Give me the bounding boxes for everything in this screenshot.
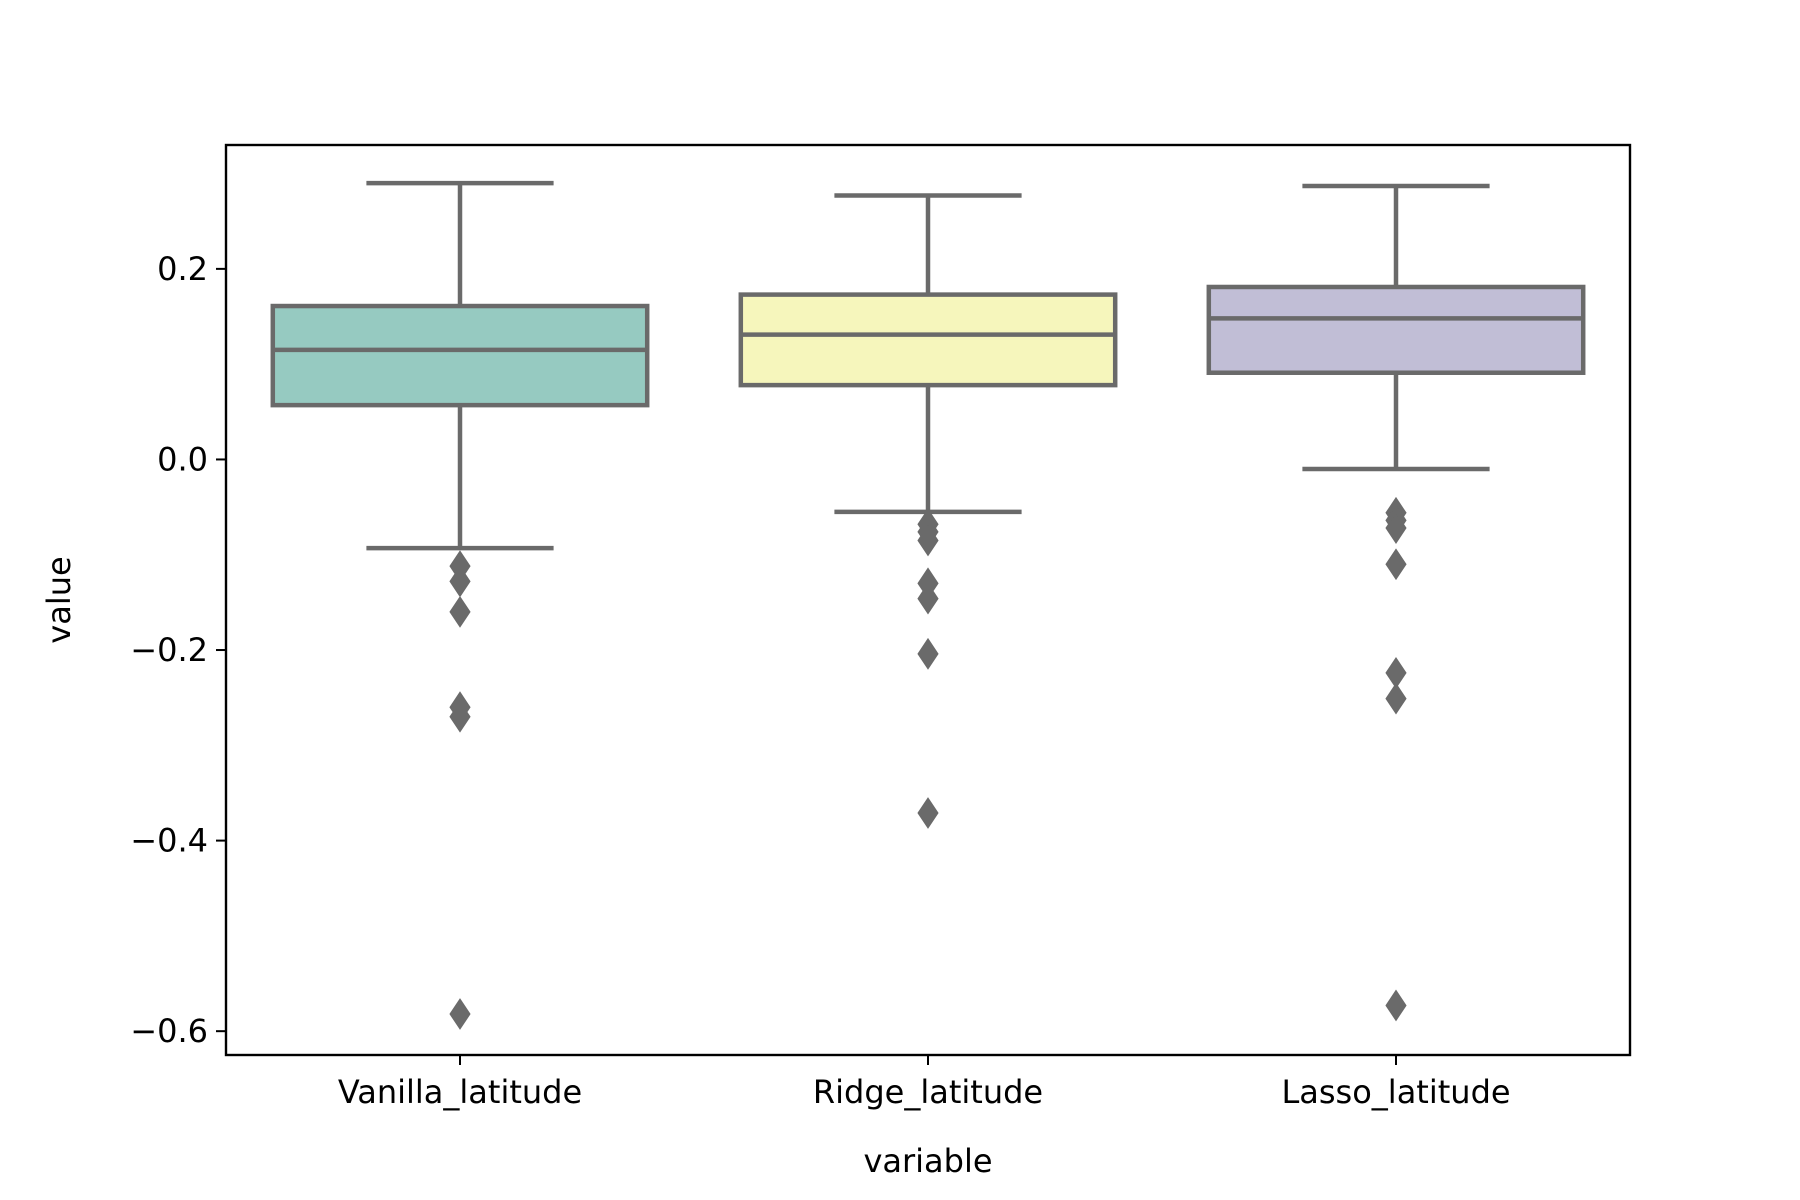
outlier-point: [917, 524, 939, 557]
y-tick-label: 0.2: [157, 250, 208, 288]
outlier-point: [917, 797, 939, 829]
x-tick-label: Vanilla_latitude: [338, 1073, 582, 1111]
box-group: [1206, 183, 1586, 1022]
outlier-point: [1385, 682, 1407, 715]
outlier-point: [449, 998, 471, 1030]
y-axis-label: value: [40, 556, 78, 643]
box-group: [270, 180, 650, 1030]
y-tick-label: −0.2: [130, 631, 208, 669]
y-tick-label: 0.0: [157, 440, 208, 478]
y-axis: −0.6 −0.4 −0.2 0.0 0.2: [130, 250, 226, 1050]
iqr-box: [270, 303, 650, 408]
y-tick-label: −0.4: [130, 822, 208, 860]
outlier-point: [1385, 512, 1407, 544]
box-group: [738, 193, 1118, 829]
x-axis: Vanilla_latitude Ridge_latitude Lasso_lati…: [338, 1055, 1511, 1111]
outlier-point: [1385, 989, 1407, 1022]
plot-content: [270, 180, 1586, 1030]
x-tick-label: Lasso_latitude: [1281, 1073, 1510, 1111]
outlier-point: [449, 700, 471, 733]
x-tick-label: Ridge_latitude: [813, 1073, 1043, 1111]
x-axis-label: variable: [863, 1142, 992, 1180]
y-tick-label: −0.6: [130, 1012, 208, 1050]
outlier-point: [917, 582, 939, 615]
outlier-point: [1385, 548, 1407, 581]
iqr-box: [738, 292, 1118, 388]
iqr-box: [1206, 284, 1586, 375]
outlier-point: [917, 637, 939, 670]
outlier-point: [449, 596, 471, 628]
